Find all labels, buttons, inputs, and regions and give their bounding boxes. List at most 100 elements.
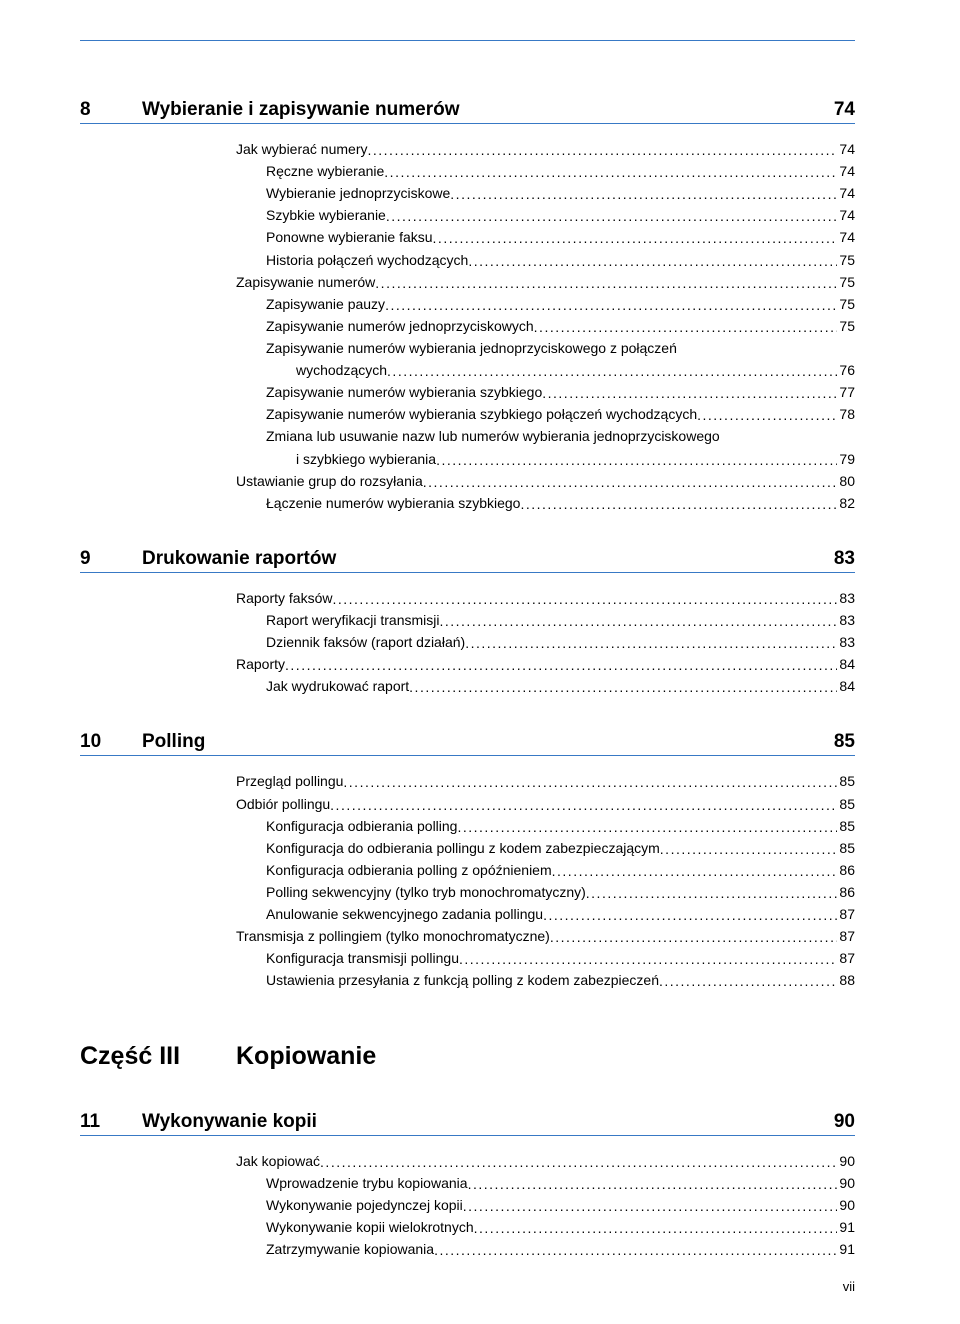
dot-leader (375, 272, 837, 294)
toc-entry-text: Konfiguracja odbierania polling (266, 815, 457, 837)
toc-section: 11Wykonywanie kopii90Jak kopiować90Wprow… (80, 1111, 855, 1261)
toc-entry[interactable]: Odbiór pollingu85 (236, 793, 855, 815)
toc-entry[interactable]: Jak wydrukować raport84 (236, 675, 855, 697)
toc-entry-page: 83 (837, 609, 855, 631)
toc-entry-page: 75 (837, 271, 855, 293)
toc-entry[interactable]: Historia połączeń wychodzących75 (236, 249, 855, 271)
toc-entry-text: Zapisywanie numerów wybierania szybkiego… (266, 403, 697, 425)
dot-leader (433, 227, 838, 249)
toc-entry[interactable]: Konfiguracja do odbierania pollingu z ko… (236, 837, 855, 859)
section-title: Polling (142, 731, 834, 753)
toc-entry-text: Transmisja z pollingiem (tylko monochrom… (236, 925, 550, 947)
toc-entry-page: 75 (837, 293, 855, 315)
toc-entry-page: 74 (837, 226, 855, 248)
toc-section: 9Drukowanie raportów83Raporty faksów83Ra… (80, 548, 855, 698)
toc-entry-page: 87 (837, 947, 855, 969)
toc-entry-page: 91 (837, 1216, 855, 1238)
section-heading: 9Drukowanie raportów83 (80, 548, 855, 573)
toc-entry-page: 85 (837, 770, 855, 792)
toc-entry-text: Raport weryfikacji transmisji (266, 609, 439, 631)
dot-leader (465, 632, 837, 654)
toc-section: 8Wybieranie i zapisywanie numerów74Jak w… (80, 99, 855, 514)
toc-entry[interactable]: Wykonywanie pojedynczej kopii 90 (236, 1194, 855, 1216)
toc-entry[interactable]: Zapisywanie numerów wybierania jednoprzy… (236, 337, 855, 381)
toc-entry[interactable]: Dziennik faksów (raport działań)83 (236, 631, 855, 653)
toc-section: 10Polling85Przegląd pollingu85Odbiór pol… (80, 731, 855, 991)
toc-entry-text: Konfiguracja do odbierania pollingu z ko… (266, 837, 660, 859)
part-title: Kopiowanie (236, 1042, 376, 1071)
toc-entry[interactable]: Konfiguracja transmisji pollingu87 (236, 947, 855, 969)
toc-entry[interactable]: Łączenie numerów wybierania szybkiego82 (236, 492, 855, 514)
dot-leader (468, 250, 837, 272)
dot-leader (439, 610, 837, 632)
toc-list: Przegląd pollingu85Odbiór pollingu85Konf… (80, 770, 855, 991)
toc-entry[interactable]: Ponowne wybieranie faksu74 (236, 226, 855, 248)
toc-entry-text: Anulowanie sekwencyjnego zadania polling… (266, 903, 543, 925)
toc-entry[interactable]: Jak wybierać numery74 (236, 138, 855, 160)
toc-entry-page: 79 (837, 448, 855, 470)
toc-entry-text: Szybkie wybieranie (266, 204, 386, 226)
toc-entry[interactable]: Transmisja z pollingiem (tylko monochrom… (236, 925, 855, 947)
toc-entry-text: Konfiguracja odbierania polling z opóźni… (266, 859, 552, 881)
toc-entry[interactable]: Zapisywanie pauzy 75 (236, 293, 855, 315)
toc-entry-text: Zapisywanie numerów jednoprzyciskowych (266, 315, 534, 337)
toc-entry[interactable]: Jak kopiować90 (236, 1150, 855, 1172)
toc-entry[interactable]: Ręczne wybieranie74 (236, 160, 855, 182)
dot-leader (697, 404, 837, 426)
toc-list: Raporty faksów83Raport weryfikacji trans… (80, 587, 855, 698)
toc-entry-page: 90 (837, 1194, 855, 1216)
toc-entry-text: Wprowadzenie trybu kopiowania (266, 1172, 468, 1194)
toc-entry-text: Zatrzymywanie kopiowania (266, 1238, 434, 1260)
section-title: Wykonywanie kopii (142, 1111, 834, 1133)
toc-entry[interactable]: Zapisywanie numerów75 (236, 271, 855, 293)
toc-entry-page: 76 (837, 359, 855, 381)
toc-list: Jak kopiować90Wprowadzenie trybu kopiowa… (80, 1150, 855, 1261)
toc-entry[interactable]: Zapisywanie numerów jednoprzyciskowych 75 (236, 315, 855, 337)
dot-leader (459, 948, 837, 970)
toc-entry-page: 86 (837, 881, 855, 903)
toc-entry[interactable]: Ustawienia przesyłania z funkcją polling… (236, 969, 855, 991)
dot-leader (542, 382, 837, 404)
dot-leader (423, 471, 838, 493)
dot-leader (520, 493, 837, 515)
toc-entry[interactable]: Raport weryfikacji transmisji 83 (236, 609, 855, 631)
toc-entry-page: 90 (837, 1172, 855, 1194)
toc-entry[interactable]: Ustawianie grup do rozsyłania80 (236, 470, 855, 492)
toc-entry-row2: wychodzących76 (266, 359, 855, 381)
toc-entry[interactable]: Raporty84 (236, 653, 855, 675)
toc-entry-page: 83 (837, 587, 855, 609)
toc-entry[interactable]: Anulowanie sekwencyjnego zadania polling… (236, 903, 855, 925)
toc-entry[interactable]: Konfiguracja odbierania polling z opóźni… (236, 859, 855, 881)
toc-entry[interactable]: Szybkie wybieranie 74 (236, 204, 855, 226)
toc-entry[interactable]: Zapisywanie numerów wybierania szybkiego… (236, 381, 855, 403)
toc-entry-page: 91 (837, 1238, 855, 1260)
part-label: Część III (80, 1042, 236, 1071)
dot-leader (474, 1217, 838, 1239)
dot-leader (332, 588, 837, 610)
toc-entry[interactable]: Zatrzymywanie kopiowania 91 (236, 1238, 855, 1260)
toc-entry[interactable]: Wprowadzenie trybu kopiowania 90 (236, 1172, 855, 1194)
toc-entry[interactable]: Wybieranie jednoprzyciskowe74 (236, 182, 855, 204)
toc-entry-page: 75 (837, 315, 855, 337)
toc-entry-text: Jak wydrukować raport (266, 675, 409, 697)
toc-entry[interactable]: Raporty faksów83 (236, 587, 855, 609)
toc-entry[interactable]: Zapisywanie numerów wybierania szybkiego… (236, 403, 855, 425)
dot-leader (436, 449, 837, 471)
toc-entry-text: Wykonywanie pojedynczej kopii (266, 1194, 463, 1216)
part-heading: Część III Kopiowanie (80, 1042, 855, 1071)
toc-entry-text: Ustawienia przesyłania z funkcją polling… (266, 969, 659, 991)
toc-entry-page: 80 (837, 470, 855, 492)
toc-entry[interactable]: Wykonywanie kopii wielokrotnych91 (236, 1216, 855, 1238)
toc-entry[interactable]: Konfiguracja odbierania polling85 (236, 815, 855, 837)
toc-entry[interactable]: Polling sekwencyjny (tylko tryb monochro… (236, 881, 855, 903)
dot-leader (586, 882, 838, 904)
toc-entry-text: Zapisywanie pauzy (266, 293, 385, 315)
toc-entry-text: i szybkiego wybierania (266, 448, 436, 470)
toc-entry[interactable]: Przegląd pollingu85 (236, 770, 855, 792)
toc-entry-page: 78 (837, 403, 855, 425)
dot-leader (386, 205, 838, 227)
toc-entry[interactable]: Zmiana lub usuwanie nazw lub numerów wyb… (236, 425, 855, 469)
dot-leader (450, 183, 837, 205)
section-number: 8 (80, 99, 142, 121)
toc-entry-page: 74 (837, 204, 855, 226)
